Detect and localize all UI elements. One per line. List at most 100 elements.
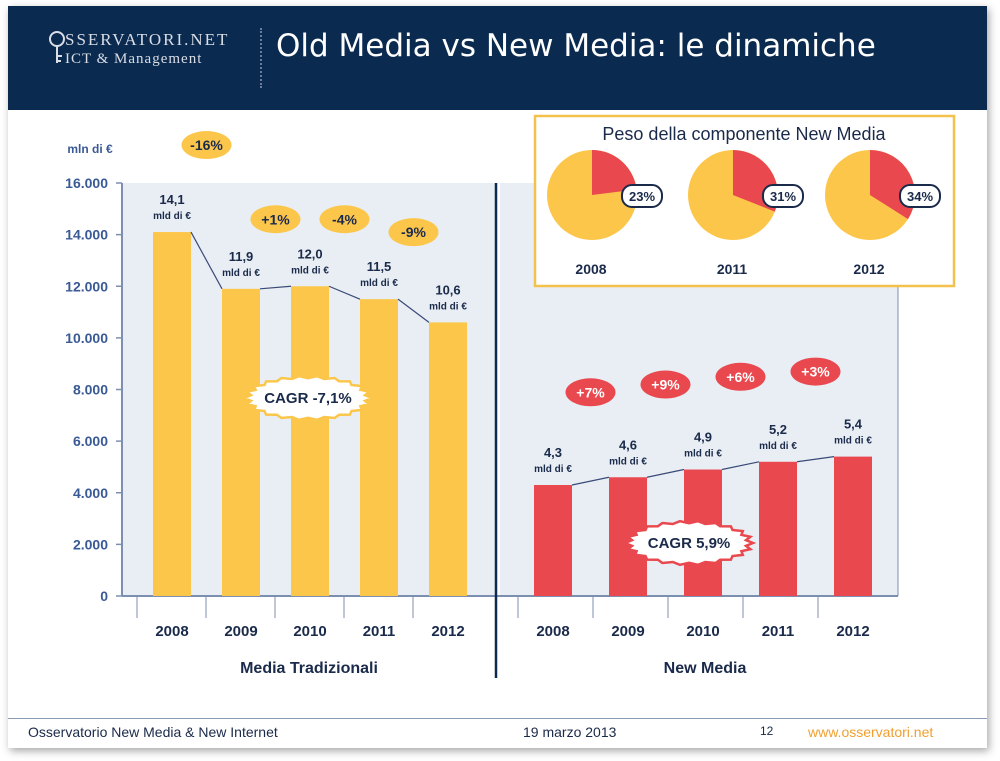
y-axis-label: mln di € [67, 142, 113, 156]
bar-new-media-2012 [834, 456, 872, 596]
change-badge-label: -9% [401, 224, 426, 240]
panel-label: Media Tradizionali [240, 660, 378, 677]
y-tick-label: 0 [100, 588, 108, 604]
bar-unit-label: mld di € [429, 301, 467, 312]
x-tick-label: 2009 [611, 623, 644, 640]
trend-line-segment [571, 476, 610, 486]
bar-traditional-2012 [429, 322, 467, 596]
x-tick-label: 2008 [155, 623, 188, 640]
trend-line-segment [190, 231, 223, 290]
x-tick-label: 2012 [431, 623, 464, 640]
key-logo-icon [49, 31, 65, 63]
footer-date: 19 marzo 2013 [523, 724, 617, 740]
x-tick-label: 2011 [762, 623, 795, 640]
bar-value-label: 11,5 [367, 259, 392, 274]
bar-unit-label: mld di € [153, 211, 191, 222]
pie-year-label: 2008 [575, 261, 606, 277]
bar-value-label: 4,9 [694, 430, 712, 445]
pie-percent-badge [762, 184, 804, 208]
change-badge [388, 218, 439, 247]
bar-value-label: 11,9 [229, 249, 254, 264]
change-badge-label: +6% [726, 369, 755, 385]
y-tick-label: 12.000 [65, 278, 108, 294]
pie-percent-badge [621, 184, 663, 208]
cagr-callout [621, 519, 757, 567]
change-badge-label: -16% [190, 137, 223, 153]
logo-tagline: ICT & Management [65, 51, 203, 67]
bar-new-media-2008 [534, 485, 572, 596]
change-badge [319, 205, 370, 234]
logo: SSERVATORI.NET ICT & Management [48, 30, 229, 68]
trend-line-segment [397, 298, 430, 323]
trend-line-segment [721, 461, 760, 471]
bar-traditional-2011 [360, 299, 398, 596]
bar-new-media-2011 [759, 461, 797, 596]
y-tick-label: 4.000 [73, 485, 108, 501]
bar-value-label: 10,6 [435, 282, 460, 297]
logo-name: SSERVATORI.NET [65, 30, 230, 49]
x-tick-label: 2009 [224, 623, 257, 640]
header-divider [260, 28, 262, 88]
pie-percent-badge [899, 184, 941, 208]
change-badge [640, 370, 691, 399]
bar-unit-label: mld di € [759, 441, 797, 452]
change-badge [790, 357, 841, 386]
trend-line-segment [259, 285, 292, 290]
pie-percent-label: 34% [907, 189, 933, 204]
pie-year-label: 2011 [717, 261, 748, 277]
pie-percent-label: 23% [629, 189, 655, 204]
trend-line-segment [646, 468, 685, 478]
bar-value-label: 4,6 [619, 437, 637, 452]
y-tick-label: 6.000 [73, 433, 108, 449]
x-tick-label: 2012 [836, 623, 869, 640]
trend-line-segment [796, 456, 835, 463]
footer-source: Osservatorio New Media & New Internet [28, 724, 278, 740]
trend-line-segment [328, 285, 361, 300]
bar-unit-label: mld di € [684, 449, 722, 460]
change-badge [181, 131, 232, 160]
slide: SSERVATORI.NET ICT & Management Old Medi… [8, 6, 987, 748]
bar-traditional-2008 [153, 232, 191, 596]
x-tick-label: 2010 [686, 623, 719, 640]
pie-percent-label: 31% [770, 189, 796, 204]
change-badge-label: +1% [261, 211, 290, 227]
change-badge [250, 205, 301, 234]
bar-value-label: 12,0 [297, 246, 322, 261]
bar-value-label: 14,1 [159, 192, 184, 207]
panel-label: New Media [664, 660, 747, 677]
page-title: Old Media vs New Media: le dinamiche [276, 28, 876, 64]
footer-website[interactable]: www.osservatori.net [808, 724, 934, 740]
change-badge-label: -4% [332, 211, 357, 227]
change-badge [715, 362, 766, 391]
page-number: 12 [760, 724, 774, 738]
x-tick-label: 2011 [363, 623, 396, 640]
bar-value-label: 4,3 [544, 445, 562, 460]
footer-divider [8, 718, 987, 719]
bar-unit-label: mld di € [222, 268, 260, 279]
cagr-label: CAGR 5,9% [648, 535, 731, 552]
x-tick-label: 2010 [293, 623, 326, 640]
change-badge-label: +7% [576, 384, 605, 400]
bar-traditional-2009 [222, 288, 260, 596]
chart-area: 0 2.000 4.000 6.000 8.000 10.000 12.000 14.000 1… [65, 114, 956, 678]
bar-unit-label: mld di € [609, 456, 647, 467]
bar-value-label: 5,4 [844, 417, 863, 432]
y-tick-label: 16.000 [65, 175, 108, 191]
y-tick-label: 2.000 [73, 536, 108, 552]
x-tick-label: 2008 [536, 623, 569, 640]
header-bar: SSERVATORI.NET ICT & Management Old Medi… [8, 6, 987, 110]
bar-unit-label: mld di € [834, 436, 872, 447]
cagr-label: CAGR -7,1% [264, 390, 352, 407]
pie-new-media-slice-2008 [592, 150, 637, 195]
pie-panel-title: Peso della componente New Media [602, 124, 886, 144]
bar-unit-label: mld di € [360, 278, 398, 289]
change-badge [565, 378, 616, 407]
change-badge-label: +9% [651, 377, 680, 393]
cagr-callout [240, 374, 376, 422]
bar-unit-label: mld di € [534, 464, 572, 475]
bar-unit-label: mld di € [291, 265, 329, 276]
y-tick-label: 8.000 [73, 382, 108, 398]
bar-traditional-2010 [291, 286, 329, 596]
pie-year-label: 2012 [853, 261, 884, 277]
y-tick-label: 10.000 [65, 330, 108, 346]
